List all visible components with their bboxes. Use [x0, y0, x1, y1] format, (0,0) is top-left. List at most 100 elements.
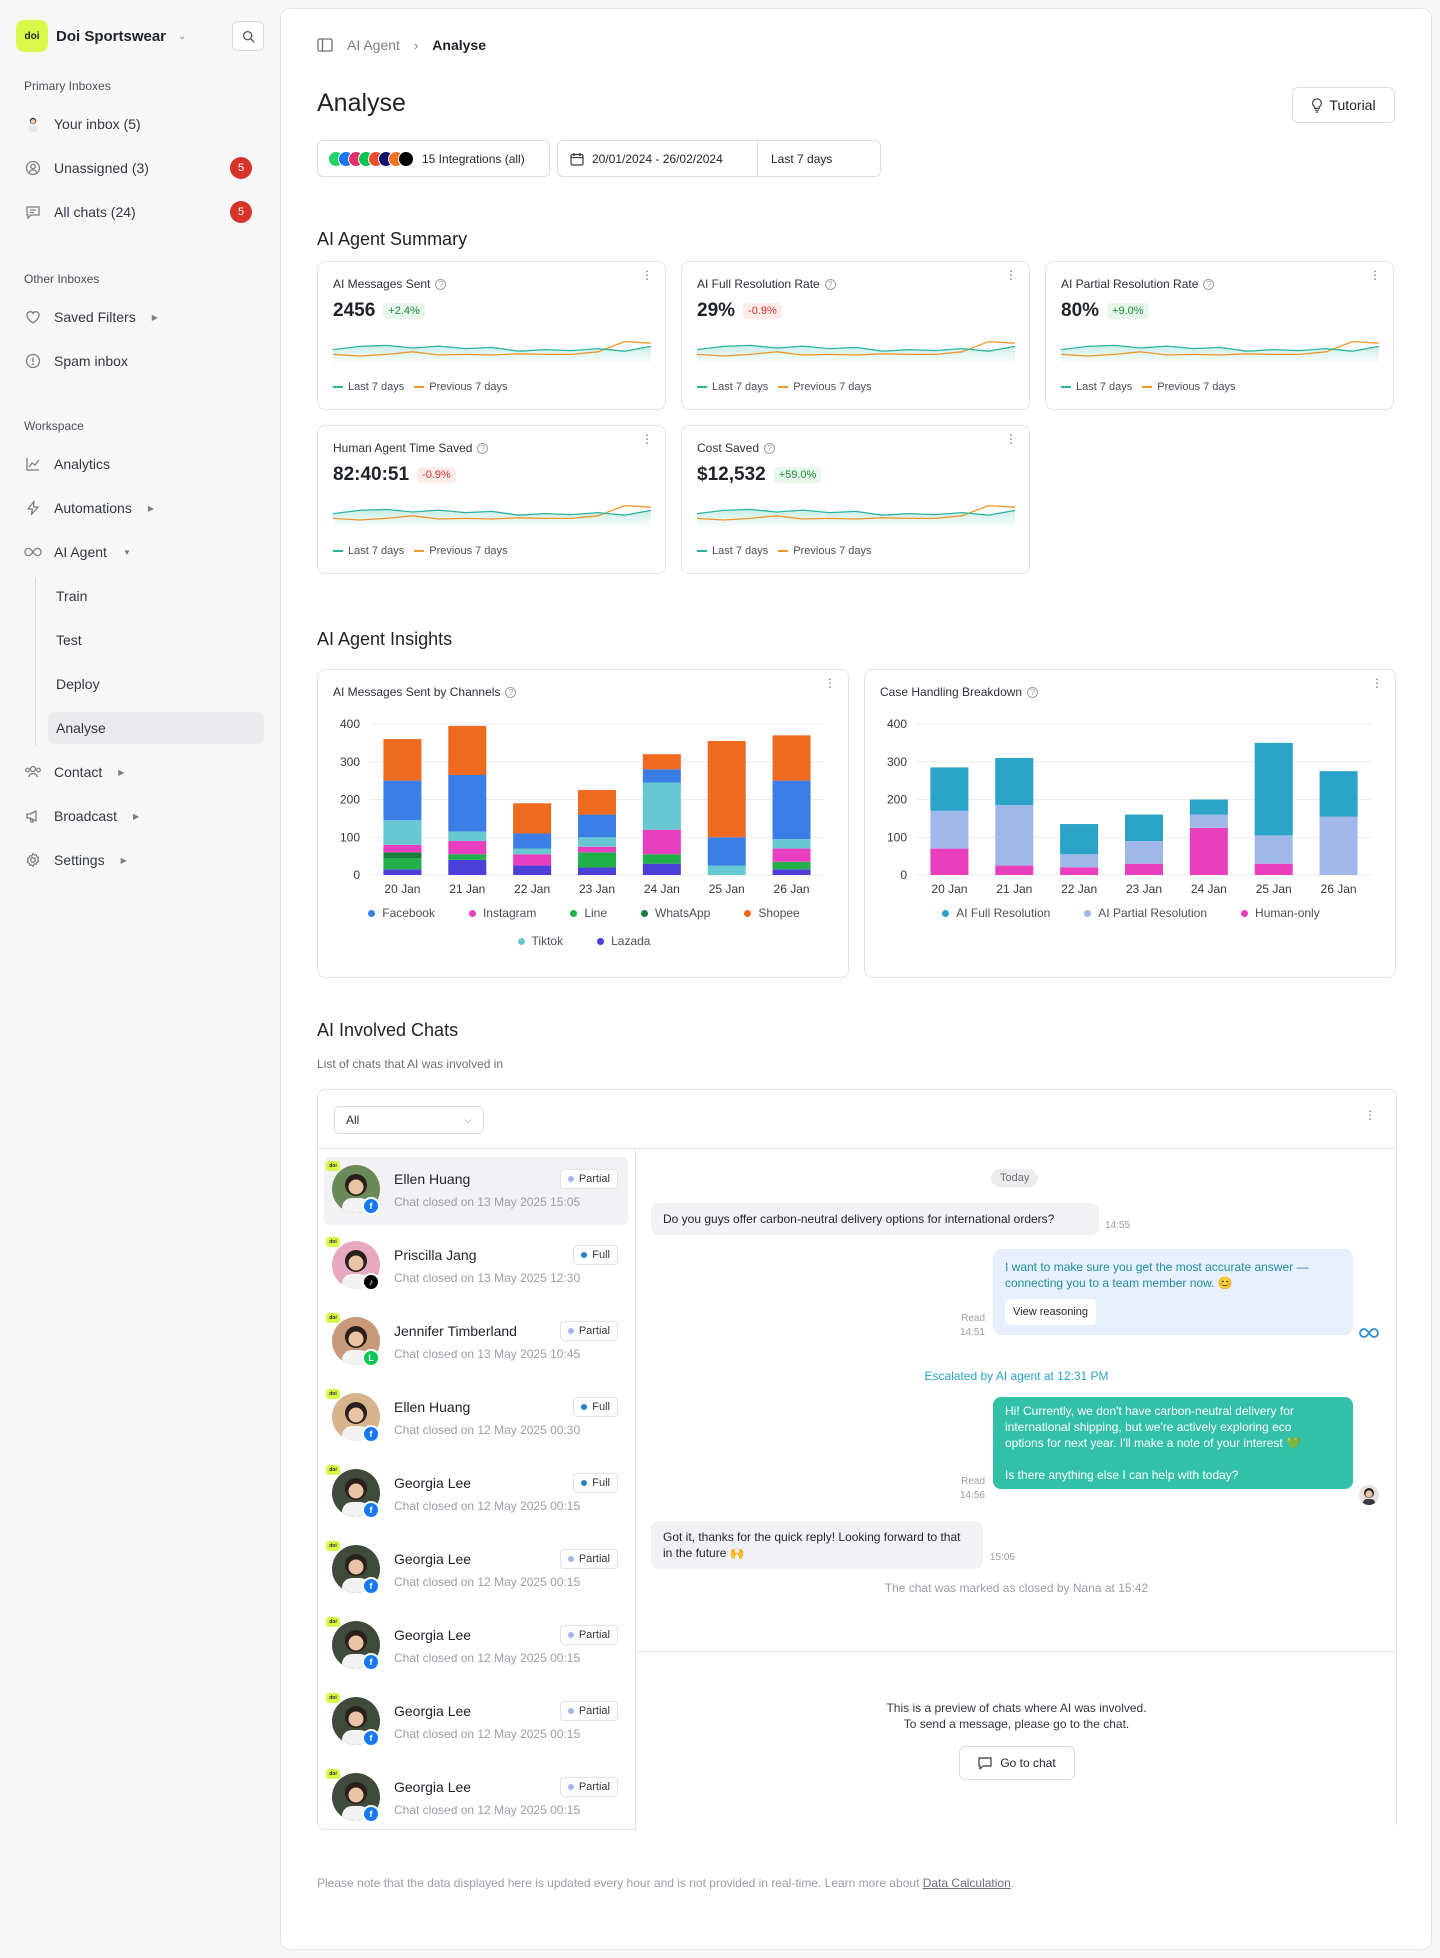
bar-segment [1125, 841, 1163, 864]
nav-analyse[interactable]: Analyse [48, 712, 264, 744]
resolution-label: Partial [578, 1781, 610, 1793]
insights-title: AI Agent Insights [317, 629, 453, 649]
help-icon[interactable]: ? [505, 686, 517, 698]
chat-list-item[interactable]: doi f Georgia Lee Chat closed on 12 May … [324, 1613, 628, 1681]
chat-list-item[interactable]: doi f Georgia Lee Chat closed on 12 May … [324, 1461, 628, 1529]
integrations-label: 15 Integrations (all) [422, 151, 525, 166]
chat-closed-date: Chat closed on 12 May 2025 00:15 [394, 1575, 581, 1589]
agent-message-followup: Is there anything else I can help with t… [1005, 1468, 1239, 1482]
bar-segment [578, 837, 616, 847]
bar-segment [772, 735, 811, 781]
help-icon[interactable]: ? [1027, 686, 1039, 698]
go-to-chat-button[interactable]: Go to chat [959, 1746, 1075, 1780]
metric-change-badge: -0.9% [417, 467, 456, 483]
infinity-icon [24, 543, 42, 561]
bar-segment [642, 829, 681, 855]
bar-segment [1060, 867, 1099, 875]
bar-segment [383, 780, 422, 821]
sparkline-chart [333, 504, 651, 528]
nav-ai-agent[interactable]: AI Agent ▼ [24, 537, 264, 567]
help-icon[interactable]: ? [824, 278, 836, 290]
period-select[interactable]: Last 7 days [771, 151, 833, 166]
legend-swatch [641, 909, 648, 917]
legend-item: Tiktok [517, 934, 563, 948]
brand-mini-logo: doi [326, 1237, 340, 1247]
tutorial-button[interactable]: Tutorial [1292, 87, 1395, 123]
day-separator: Today [991, 1169, 1039, 1187]
metric-value-row: 82:40:51 -0.9% [333, 464, 456, 486]
page-title: Analyse [317, 89, 406, 117]
sidebar-search-button[interactable] [232, 21, 264, 51]
nav-analytics[interactable]: Analytics [24, 449, 264, 479]
chat-list-item[interactable]: doi f Georgia Lee Chat closed on 12 May … [324, 1689, 628, 1757]
date-range-picker[interactable]: 20/01/2024 - 26/02/2024 [558, 141, 758, 176]
nav-train[interactable]: Train [56, 588, 88, 604]
more-options-icon[interactable]: ⋮ [1364, 1108, 1376, 1122]
alert-icon [24, 352, 42, 370]
more-options-icon[interactable]: ⋮ [641, 268, 653, 282]
chat-closed-date: Chat closed on 12 May 2025 00:15 [394, 1727, 581, 1741]
nav-deploy[interactable]: Deploy [56, 676, 100, 692]
chat-closed-date: Chat closed on 12 May 2025 00:15 [394, 1651, 581, 1665]
y-tick-label: 100 [340, 830, 360, 844]
help-icon[interactable]: ? [1203, 278, 1215, 290]
help-icon[interactable]: ? [764, 442, 776, 454]
help-icon[interactable]: ? [435, 278, 447, 290]
go-to-chat-label: Go to chat [1000, 1756, 1056, 1770]
nav-automations[interactable]: Automations ▶ [24, 493, 264, 523]
more-options-icon[interactable]: ⋮ [1005, 432, 1017, 446]
bar-segment [578, 846, 616, 853]
help-icon[interactable]: ? [477, 442, 489, 454]
more-options-icon[interactable]: ⋮ [641, 432, 653, 446]
chat-list-item[interactable]: doi f Georgia Lee Chat closed on 12 May … [324, 1765, 628, 1829]
chat-list-item[interactable]: doi f Georgia Lee Chat closed on 12 May … [324, 1537, 628, 1605]
chat-list-item[interactable]: doi f Ellen Huang Chat closed on 12 May … [324, 1385, 628, 1453]
nav-contact[interactable]: Contact ▶ [24, 757, 264, 787]
chat-closed-date: Chat closed on 13 May 2025 10:45 [394, 1347, 581, 1361]
more-options-icon[interactable]: ⋮ [1371, 676, 1383, 690]
more-options-icon[interactable]: ⋮ [824, 676, 836, 690]
resolution-label: Full [592, 1401, 610, 1413]
metric-title-text: AI Partial Resolution Rate [1061, 277, 1199, 291]
involved-chats-panel: All ⌵ ⋮ doi f Ellen Huang Chat closed on… [317, 1089, 1397, 1830]
sidebar: doi Doi Sportswear ⌄ Primary Inboxes You… [0, 0, 280, 1958]
contact-name: Priscilla Jang [394, 1247, 477, 1263]
bar-segment [448, 831, 487, 842]
sidebar-toggle-icon[interactable] [317, 38, 333, 52]
unread-badge: 5 [230, 201, 252, 223]
bar-segment [930, 767, 969, 811]
nav-settings[interactable]: Settings ▶ [24, 845, 264, 875]
x-tick-label: 26 Jan [1321, 882, 1357, 895]
summary-title: AI Agent Summary [317, 229, 468, 249]
data-calculation-link[interactable]: Data Calculation [922, 1876, 1011, 1890]
search-icon [242, 30, 255, 43]
bar-segment [448, 725, 487, 775]
chat-list-item[interactable]: doi ♪ Priscilla Jang Chat closed on 13 M… [324, 1233, 628, 1301]
metric-value: 2456 [333, 300, 376, 321]
metric-card: AI Messages Sent? ⋮ 2456 +2.4% Last 7 day… [317, 261, 666, 410]
bar-segment [772, 839, 811, 849]
contact-name: Ellen Huang [394, 1399, 471, 1415]
more-options-icon[interactable]: ⋮ [1369, 268, 1381, 282]
more-options-icon[interactable]: ⋮ [1005, 268, 1017, 282]
nav-saved-filters[interactable]: Saved Filters ▶ [24, 302, 264, 332]
legend-swatch [1241, 909, 1249, 917]
legend-previous: Previous 7 days [414, 545, 508, 557]
nav-your-inbox[interactable]: Your inbox (5) [24, 109, 264, 139]
breadcrumb-parent[interactable]: AI Agent [347, 37, 400, 53]
chat-list-item[interactable]: doi L Jennifer Timberland Chat closed on… [324, 1309, 628, 1377]
nav-spam-inbox[interactable]: Spam inbox [24, 346, 264, 376]
agent-message-text: Hi! Currently, we don't have carbon-neut… [1005, 1404, 1302, 1450]
chat-list-item[interactable]: doi f Ellen Huang Chat closed on 13 May … [324, 1157, 628, 1225]
nav-unassigned[interactable]: Unassigned (3) 5 [24, 153, 264, 183]
nav-all-chats[interactable]: All chats (24) 5 [24, 197, 264, 227]
contact-avatar [332, 1621, 380, 1669]
nav-broadcast[interactable]: Broadcast ▶ [24, 801, 264, 831]
integrations-filter[interactable]: 15 Integrations (all) [317, 140, 550, 177]
view-reasoning-button[interactable]: View reasoning [1005, 1299, 1097, 1325]
metric-card: AI Full Resolution Rate? ⋮ 29% -0.9% Last… [681, 261, 1030, 410]
workspace-switcher[interactable]: doi Doi Sportswear ⌄ [16, 20, 186, 52]
bar-segment [995, 865, 1034, 875]
nav-test[interactable]: Test [56, 632, 82, 648]
status-filter-select[interactable]: All ⌵ [334, 1106, 484, 1134]
